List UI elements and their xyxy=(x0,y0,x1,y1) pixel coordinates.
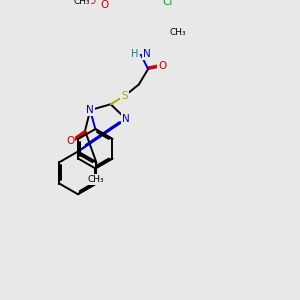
Text: S: S xyxy=(122,91,128,101)
Text: O: O xyxy=(101,0,109,10)
Text: Cl: Cl xyxy=(163,0,173,7)
Text: N: N xyxy=(122,114,130,124)
Text: N: N xyxy=(86,105,94,115)
Text: CH₃: CH₃ xyxy=(87,176,104,184)
Text: CH₃: CH₃ xyxy=(74,0,91,6)
Text: O: O xyxy=(89,0,96,6)
Text: CH₃: CH₃ xyxy=(169,28,186,37)
Text: N: N xyxy=(143,50,151,59)
Text: O: O xyxy=(66,136,74,146)
Text: H: H xyxy=(131,50,138,59)
Text: O: O xyxy=(158,61,167,71)
